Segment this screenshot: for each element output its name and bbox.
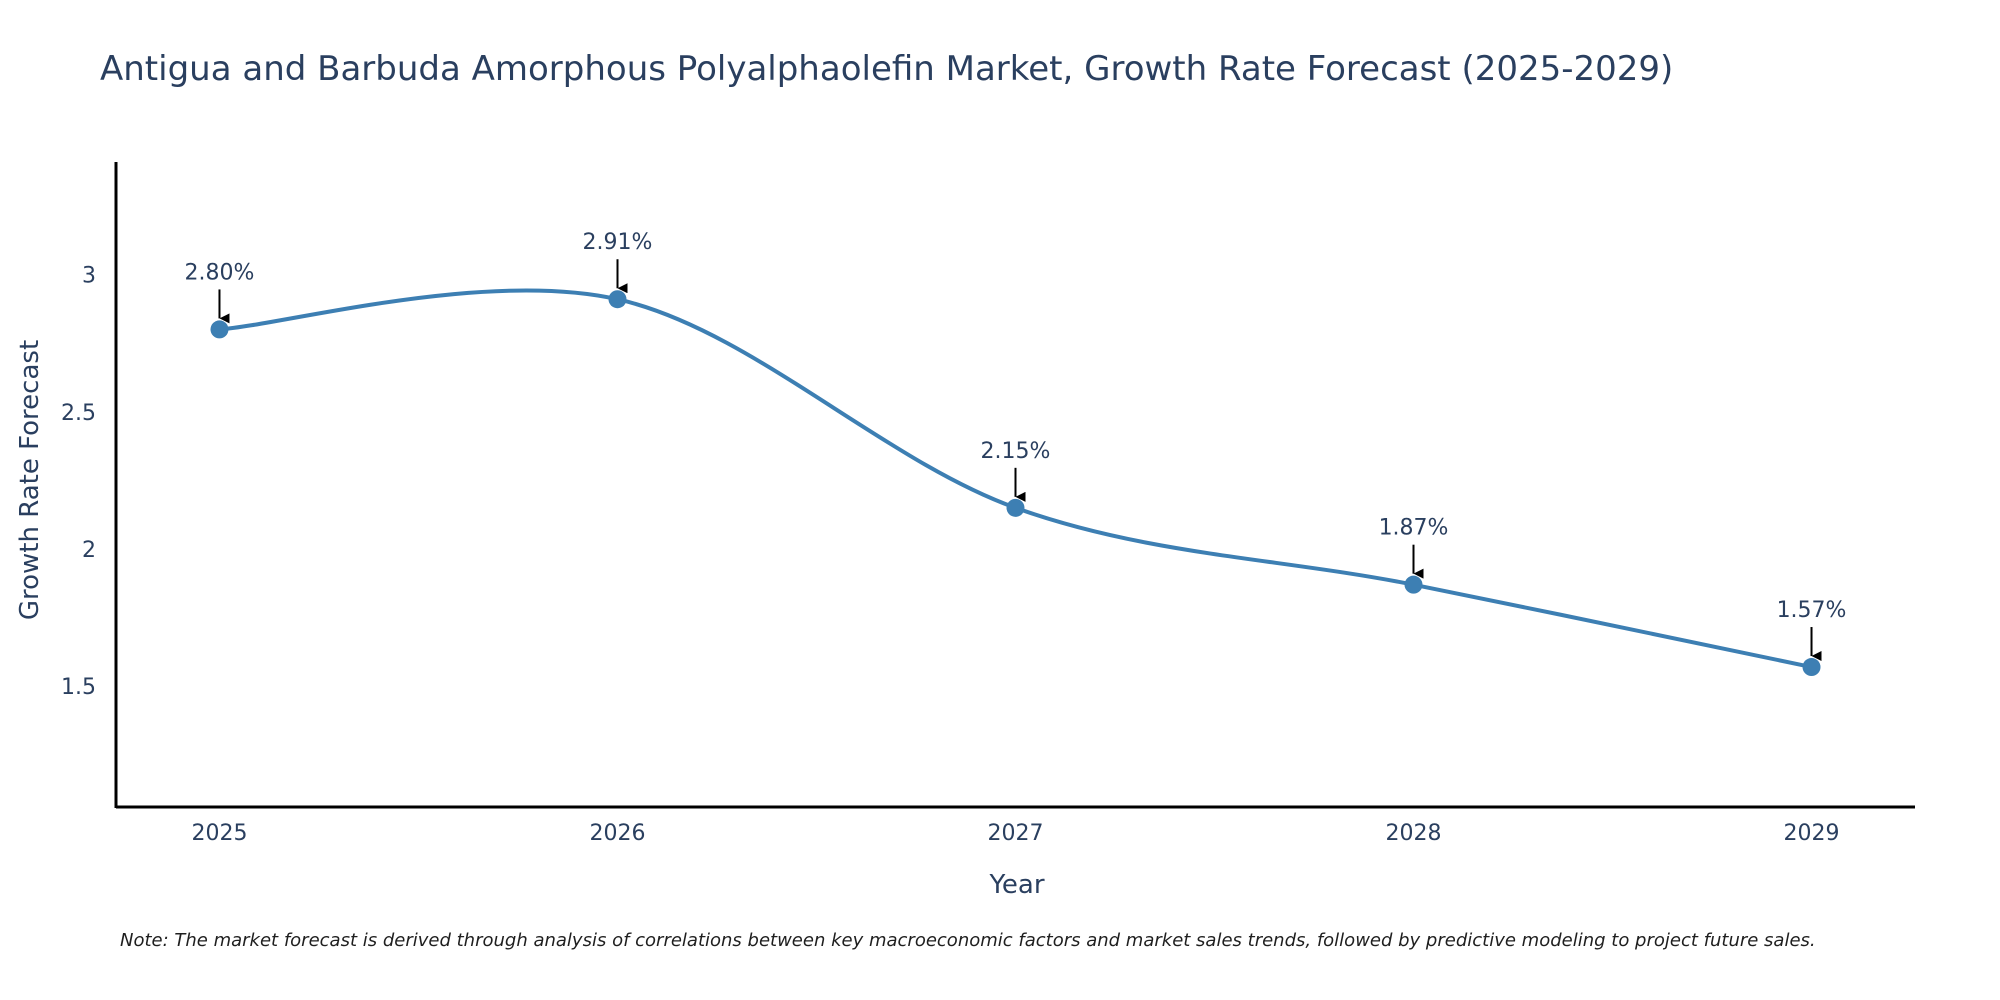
y-axis-title: Growth Rate Forecast — [15, 340, 45, 620]
plot-area: 1.5 2 2.5 3 2025 2026 2027 2028 2029 2.80% 2.91% 2.… — [61, 230, 1846, 846]
data-point[interactable] — [1404, 575, 1423, 594]
x-tick-label: 2025 — [191, 821, 247, 846]
data-point[interactable] — [608, 290, 627, 309]
data-point[interactable] — [210, 320, 229, 339]
x-axis-title: Year — [988, 870, 1044, 900]
y-tick-label: 2 — [82, 538, 96, 563]
x-tick-label: 2029 — [1784, 821, 1840, 846]
data-label: 1.57% — [1777, 598, 1847, 623]
data-point[interactable] — [1802, 658, 1821, 677]
x-tick-label: 2028 — [1386, 821, 1442, 846]
chart-title: Antigua and Barbuda Amorphous Polyalphao… — [100, 49, 1673, 89]
x-tick-label: 2027 — [988, 821, 1044, 846]
data-label: 1.87% — [1379, 516, 1449, 541]
y-tick-label: 2.5 — [61, 401, 96, 426]
data-label: 2.91% — [583, 230, 653, 255]
data-point[interactable] — [1006, 498, 1025, 517]
y-tick-label: 3 — [82, 264, 96, 289]
data-label: 2.15% — [981, 439, 1051, 464]
data-label: 2.80% — [185, 260, 255, 285]
chart-note: Note: The market forecast is derived thr… — [120, 930, 1816, 951]
x-tick-label: 2026 — [589, 821, 645, 846]
y-tick-label: 1.5 — [61, 675, 96, 700]
